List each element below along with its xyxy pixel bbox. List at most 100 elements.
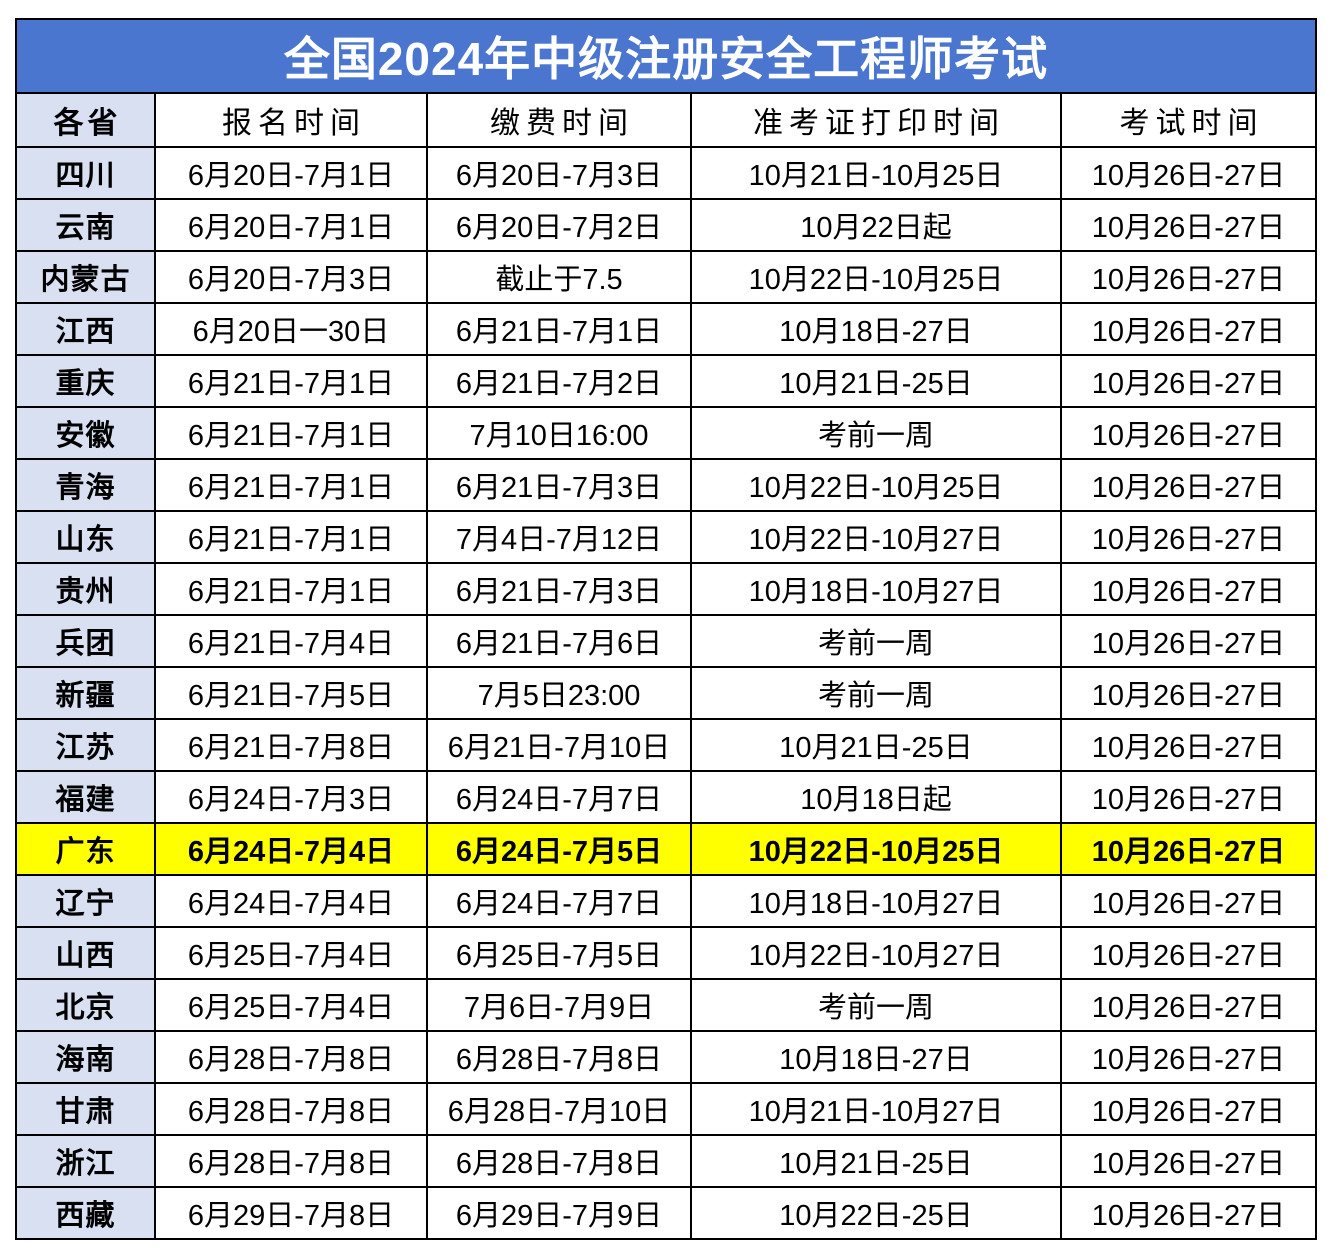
cell-registration: 6月21日-7月4日 bbox=[154, 614, 428, 668]
row-header-province: 江苏 bbox=[15, 718, 156, 772]
row-header-province: 兵团 bbox=[15, 614, 156, 668]
row-header-province: 青海 bbox=[15, 458, 156, 512]
cell-admission-ticket: 10月18日-10月27日 bbox=[690, 562, 1062, 616]
cell-exam: 10月26日-27日 bbox=[1059, 874, 1318, 928]
table-row: 兵团 6月21日-7月4日 6月21日-7月6日 考前一周 10月26日-27日 bbox=[15, 614, 1318, 668]
column-header-province: 各省 bbox=[15, 92, 156, 148]
cell-payment: 7月6日-7月9日 bbox=[426, 978, 692, 1032]
table-row: 甘肃 6月28日-7月8日 6月28日-7月10日 10月21日-10月27日 10月2… bbox=[15, 1082, 1318, 1136]
page-title: 全国2024年中级注册安全工程师考试 bbox=[14, 18, 1318, 94]
row-header-province: 浙江 bbox=[15, 1134, 156, 1188]
table-row: 青海 6月21日-7月1日 6月21日-7月3日 10月22日-10月25日 10月26… bbox=[15, 458, 1318, 512]
cell-payment: 6月21日-7月3日 bbox=[426, 458, 692, 512]
column-header-payment: 缴费时间 bbox=[426, 92, 692, 148]
cell-payment: 7月4日-7月12日 bbox=[426, 510, 692, 564]
cell-admission-ticket: 10月22日-10月25日 bbox=[690, 250, 1062, 304]
table-row: 浙江 6月28日-7月8日 6月28日-7月8日 10月21日-25日 10月26日-2… bbox=[15, 1134, 1318, 1188]
row-header-province: 山西 bbox=[15, 926, 156, 980]
table-row: 云南 6月20日-7月1日 6月20日-7月2日 10月22日起 10月26日-27日 bbox=[15, 198, 1318, 252]
cell-payment: 6月20日-7月2日 bbox=[426, 198, 692, 252]
cell-registration: 6月20日一30日 bbox=[154, 302, 428, 356]
cell-admission-ticket: 10月22日-10月27日 bbox=[690, 510, 1062, 564]
cell-admission-ticket: 10月21日-10月27日 bbox=[690, 1082, 1062, 1136]
row-header-province: 内蒙古 bbox=[15, 250, 156, 304]
cell-exam: 10月26日-27日 bbox=[1059, 510, 1318, 564]
exam-schedule-table: 全国2024年中级注册安全工程师考试 各省 报名时间 缴费时间 准考证打印时间 … bbox=[14, 18, 1318, 1240]
cell-registration: 6月20日-7月1日 bbox=[154, 146, 428, 200]
row-header-province: 贵州 bbox=[15, 562, 156, 616]
cell-payment: 6月28日-7月8日 bbox=[426, 1134, 692, 1188]
row-header-province: 海南 bbox=[15, 1030, 156, 1084]
row-header-province: 辽宁 bbox=[15, 874, 156, 928]
table-row: 海南 6月28日-7月8日 6月28日-7月8日 10月18日-27日 10月26日-2… bbox=[15, 1030, 1318, 1084]
cell-exam: 10月26日-27日 bbox=[1059, 926, 1318, 980]
cell-admission-ticket: 10月22日-10月25日 bbox=[690, 822, 1062, 876]
table-row: 广东 6月24日-7月4日 6月24日-7月5日 10月22日-10月25日 10月26… bbox=[15, 822, 1318, 876]
cell-admission-ticket: 考前一周 bbox=[690, 614, 1062, 668]
column-header-exam: 考试时间 bbox=[1059, 92, 1318, 148]
title-row: 全国2024年中级注册安全工程师考试 bbox=[14, 18, 1318, 94]
cell-payment: 6月24日-7月5日 bbox=[426, 822, 692, 876]
row-header-province: 四川 bbox=[15, 146, 156, 200]
row-header-province: 广东 bbox=[15, 822, 156, 876]
row-header-province: 福建 bbox=[15, 770, 156, 824]
cell-registration: 6月21日-7月1日 bbox=[154, 510, 428, 564]
cell-registration: 6月21日-7月1日 bbox=[154, 458, 428, 512]
cell-exam: 10月26日-27日 bbox=[1059, 406, 1318, 460]
table-row: 山东 6月21日-7月1日 7月4日-7月12日 10月22日-10月27日 10月26… bbox=[15, 510, 1318, 564]
cell-admission-ticket: 10月18日-10月27日 bbox=[690, 874, 1062, 928]
column-header-admission-ticket: 准考证打印时间 bbox=[690, 92, 1062, 148]
cell-exam: 10月26日-27日 bbox=[1059, 718, 1318, 772]
cell-registration: 6月24日-7月4日 bbox=[154, 874, 428, 928]
table-row: 辽宁 6月24日-7月4日 6月24日-7月7日 10月18日-10月27日 10月26… bbox=[15, 874, 1318, 928]
cell-registration: 6月21日-7月1日 bbox=[154, 562, 428, 616]
cell-exam: 10月26日-27日 bbox=[1059, 1134, 1318, 1188]
cell-admission-ticket: 考前一周 bbox=[690, 666, 1062, 720]
cell-exam: 10月26日-27日 bbox=[1059, 614, 1318, 668]
cell-exam: 10月26日-27日 bbox=[1059, 458, 1318, 512]
cell-registration: 6月21日-7月8日 bbox=[154, 718, 428, 772]
table-row: 新疆 6月21日-7月5日 7月5日23:00 考前一周 10月26日-27日 bbox=[15, 666, 1318, 720]
cell-registration: 6月21日-7月5日 bbox=[154, 666, 428, 720]
cell-registration: 6月25日-7月4日 bbox=[154, 926, 428, 980]
cell-payment: 6月21日-7月6日 bbox=[426, 614, 692, 668]
table-row: 安徽 6月21日-7月1日 7月10日16:00 考前一周 10月26日-27日 bbox=[15, 406, 1318, 460]
cell-payment: 6月21日-7月2日 bbox=[426, 354, 692, 408]
cell-admission-ticket: 考前一周 bbox=[690, 406, 1062, 460]
row-header-province: 北京 bbox=[15, 978, 156, 1032]
exam-schedule-sheet: 全国2024年中级注册安全工程师考试 各省 报名时间 缴费时间 准考证打印时间 … bbox=[14, 18, 1318, 1240]
cell-payment: 6月28日-7月8日 bbox=[426, 1030, 692, 1084]
row-header-province: 安徽 bbox=[15, 406, 156, 460]
table-row: 北京 6月25日-7月4日 7月6日-7月9日 考前一周 10月26日-27日 bbox=[15, 978, 1318, 1032]
cell-exam: 10月26日-27日 bbox=[1059, 198, 1318, 252]
table-row: 山西 6月25日-7月4日 6月25日-7月5日 10月22日-10月27日 10月26… bbox=[15, 926, 1318, 980]
cell-exam: 10月26日-27日 bbox=[1059, 822, 1318, 876]
table-row: 江西 6月20日一30日 6月21日-7月1日 10月18日-27日 10月26日-27… bbox=[15, 302, 1318, 356]
cell-registration: 6月20日-7月3日 bbox=[154, 250, 428, 304]
table-row: 四川 6月20日-7月1日 6月20日-7月3日 10月21日-10月25日 10月26… bbox=[15, 146, 1318, 200]
cell-exam: 10月26日-27日 bbox=[1059, 770, 1318, 824]
cell-admission-ticket: 考前一周 bbox=[690, 978, 1062, 1032]
cell-registration: 6月28日-7月8日 bbox=[154, 1134, 428, 1188]
row-header-province: 新疆 bbox=[15, 666, 156, 720]
cell-payment: 6月28日-7月10日 bbox=[426, 1082, 692, 1136]
cell-admission-ticket: 10月22日-25日 bbox=[690, 1186, 1062, 1240]
row-header-province: 重庆 bbox=[15, 354, 156, 408]
row-header-province: 云南 bbox=[15, 198, 156, 252]
cell-admission-ticket: 10月18日-27日 bbox=[690, 1030, 1062, 1084]
row-header-province: 山东 bbox=[15, 510, 156, 564]
cell-exam: 10月26日-27日 bbox=[1059, 1082, 1318, 1136]
cell-registration: 6月20日-7月1日 bbox=[154, 198, 428, 252]
cell-payment: 6月24日-7月7日 bbox=[426, 874, 692, 928]
cell-registration: 6月24日-7月4日 bbox=[154, 822, 428, 876]
cell-exam: 10月26日-27日 bbox=[1059, 562, 1318, 616]
row-header-province: 甘肃 bbox=[15, 1082, 156, 1136]
cell-admission-ticket: 10月18日起 bbox=[690, 770, 1062, 824]
cell-exam: 10月26日-27日 bbox=[1059, 302, 1318, 356]
cell-registration: 6月28日-7月8日 bbox=[154, 1030, 428, 1084]
table-body: 四川 6月20日-7月1日 6月20日-7月3日 10月21日-10月25日 10月26… bbox=[15, 146, 1318, 1240]
cell-exam: 10月26日-27日 bbox=[1059, 978, 1318, 1032]
table-row: 福建 6月24日-7月3日 6月24日-7月7日 10月18日起 10月26日-27日 bbox=[15, 770, 1318, 824]
table-row: 内蒙古 6月20日-7月3日 截止于7.5 10月22日-10月25日 10月26日-2… bbox=[15, 250, 1318, 304]
cell-admission-ticket: 10月18日-27日 bbox=[690, 302, 1062, 356]
